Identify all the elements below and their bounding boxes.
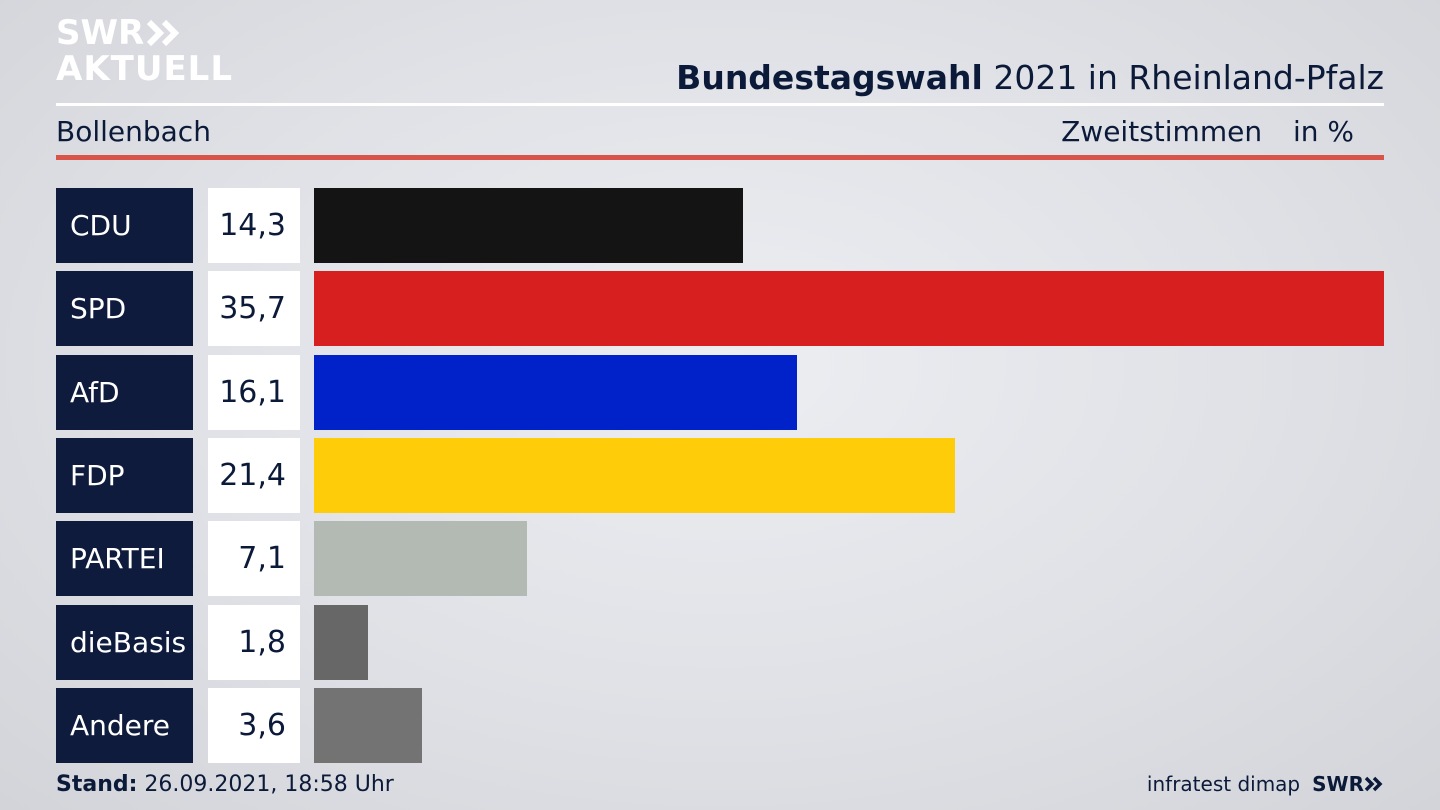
bar xyxy=(314,355,797,430)
double-chevron-icon xyxy=(147,19,180,47)
bar-row: Andere 3,6 xyxy=(56,688,1384,763)
party-label: CDU xyxy=(56,188,193,263)
double-chevron-icon xyxy=(1364,776,1383,792)
bar-row: PARTEI 7,1 xyxy=(56,521,1384,596)
party-label: AfD xyxy=(56,355,193,430)
footer-brand-text: SWR xyxy=(1312,772,1364,796)
timestamp: Stand: 26.09.2021, 18:58 Uhr xyxy=(56,772,394,797)
value-label: 35,7 xyxy=(208,271,300,346)
party-label: FDP xyxy=(56,438,193,513)
metric-label: Zweitstimmen in % xyxy=(1061,115,1354,148)
bar xyxy=(314,521,527,596)
footer-brand: SWR xyxy=(1312,772,1384,796)
party-label: dieBasis xyxy=(56,605,193,680)
bar-row: SPD 35,7 xyxy=(56,271,1384,346)
bar xyxy=(314,271,1384,346)
party-label: Andere xyxy=(56,688,193,763)
header-divider xyxy=(56,103,1384,106)
value-label: 16,1 xyxy=(208,355,300,430)
bar-row: CDU 14,3 xyxy=(56,188,1384,263)
party-label: SPD xyxy=(56,271,193,346)
bar xyxy=(314,438,955,513)
bar-row: dieBasis 1,8 xyxy=(56,605,1384,680)
value-label: 3,6 xyxy=(208,688,300,763)
value-label: 1,8 xyxy=(208,605,300,680)
timestamp-value: 26.09.2021, 18:58 Uhr xyxy=(144,772,394,797)
chart-title: Bundestagswahl 2021 in Rheinland-Pfalz xyxy=(676,58,1384,97)
metric-name: Zweitstimmen xyxy=(1061,115,1263,148)
swr-aktuell-logo: SWR AKTUELL xyxy=(56,16,233,86)
source-name: infratest dimap xyxy=(1146,772,1301,796)
title-rest: 2021 in Rheinland-Pfalz xyxy=(993,58,1384,97)
value-label: 14,3 xyxy=(208,188,300,263)
logo-line-2: AKTUELL xyxy=(56,49,234,89)
source-credit: infratest dimap SWR xyxy=(1147,772,1384,796)
timestamp-label: Stand: xyxy=(56,772,138,797)
location-subtitle: Bollenbach xyxy=(56,115,211,148)
value-label: 21,4 xyxy=(208,438,300,513)
bar-row: FDP 21,4 xyxy=(56,438,1384,513)
bar xyxy=(314,688,422,763)
bar xyxy=(314,188,743,263)
value-label: 7,1 xyxy=(208,521,300,596)
accent-divider xyxy=(56,155,1384,160)
metric-unit: in % xyxy=(1292,115,1354,148)
title-bold: Bundestagswahl xyxy=(676,58,983,97)
bar xyxy=(314,605,368,680)
bar-row: AfD 16,1 xyxy=(56,355,1384,430)
logo-line-1: SWR xyxy=(56,13,145,53)
party-label: PARTEI xyxy=(56,521,193,596)
